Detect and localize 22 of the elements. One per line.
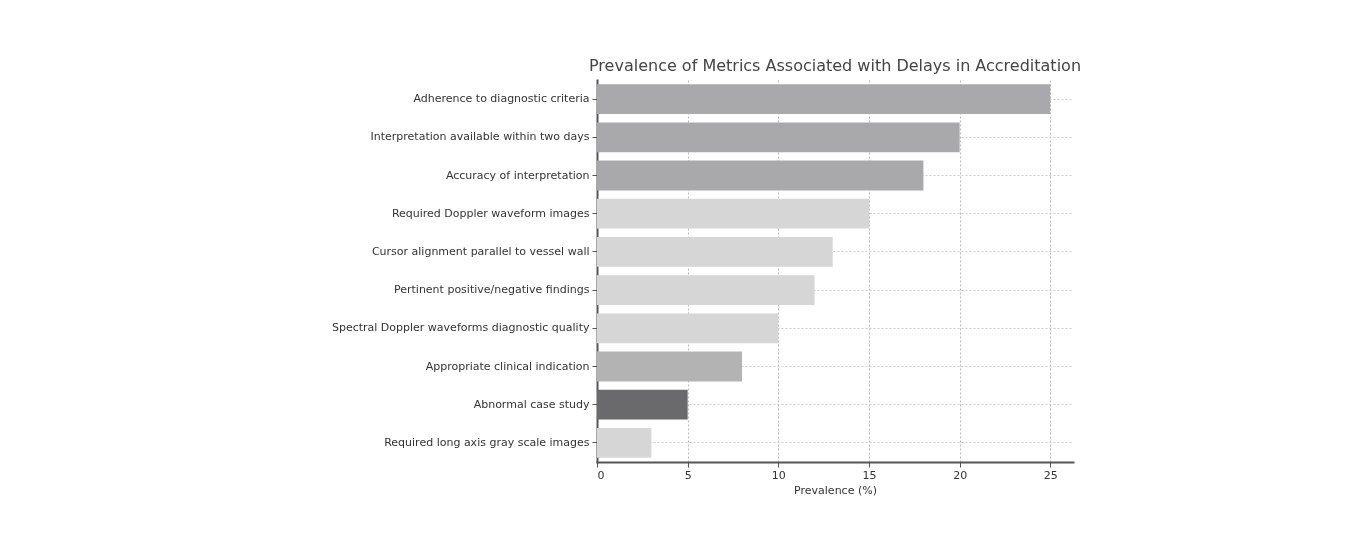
y-tick-label: Required Doppler waveform images [391, 206, 590, 220]
y-tick-label: Interpretation available within two days [370, 130, 590, 144]
bar [597, 160, 924, 191]
y-tick-label: Pertinent positive/negative findings [393, 283, 590, 297]
x-tick-label: 10 [771, 468, 786, 482]
x-tick-label: 0 [597, 468, 605, 482]
x-tick-label: 25 [1043, 468, 1058, 482]
y-tick-label: Required long axis gray scale images [384, 435, 590, 449]
x-tick-label: 5 [684, 468, 692, 482]
x-tick-label: 15 [862, 468, 877, 482]
y-tick-label: Adherence to diagnostic criteria [413, 92, 590, 106]
bar [597, 389, 688, 420]
y-tick-label: Abnormal case study [473, 397, 590, 411]
x-axis-title: Prevalence (%) [794, 483, 877, 497]
y-tick-label: Accuracy of interpretation [445, 168, 590, 182]
bar [597, 84, 1051, 114]
x-tick-label: 20 [953, 468, 968, 482]
y-tick-label: Cursor alignment parallel to vessel wall [371, 244, 590, 258]
chart-title: Prevalence of Metrics Associated with Delays in Accreditation [588, 56, 1082, 75]
y-tick-label: Spectral Doppler waveforms diagnostic quality [331, 321, 590, 335]
y-tick-label: Appropriate clinical indication [425, 359, 590, 373]
bar [597, 122, 960, 153]
